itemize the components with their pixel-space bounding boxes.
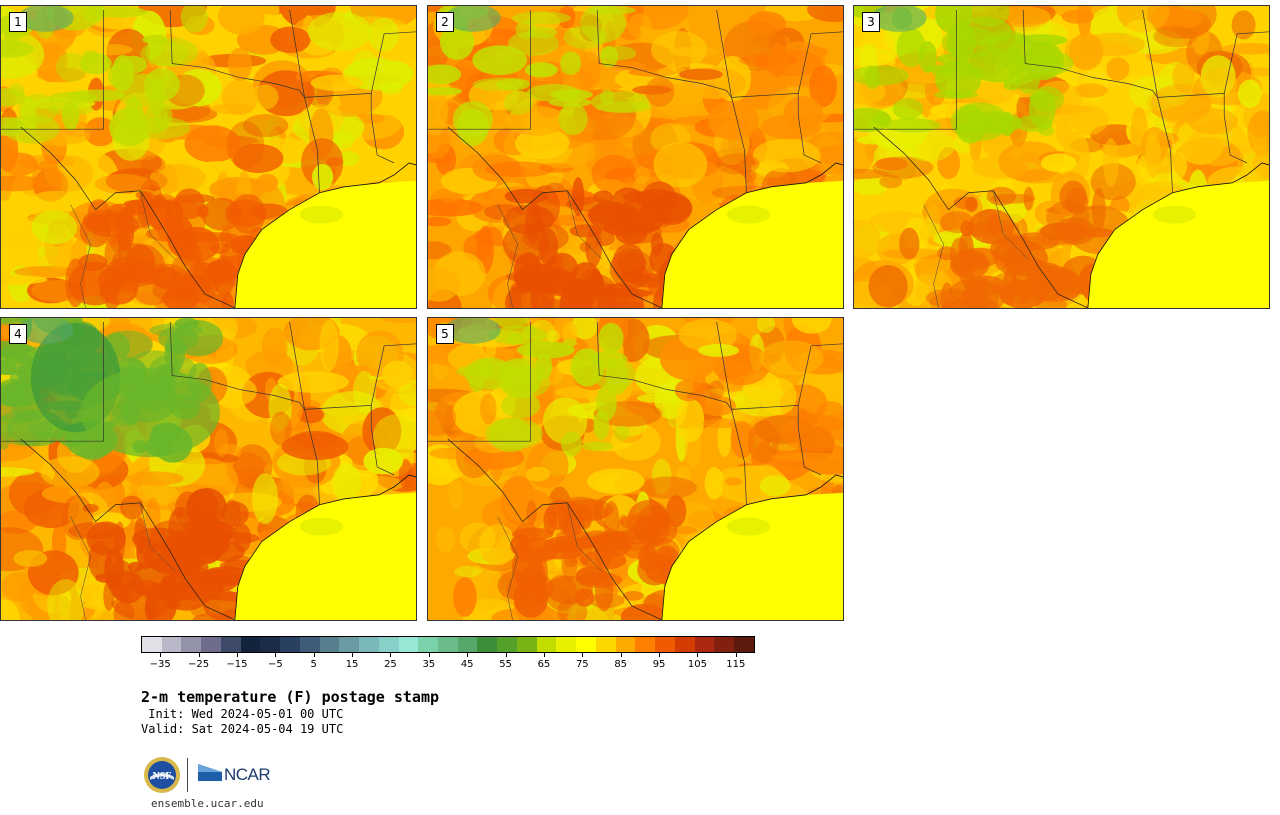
colorbar-tick-label: 35 [422,659,436,670]
product-title: 2-m temperature (F) postage stamp [141,688,440,706]
colorbar-swatch [595,637,616,652]
colorbar-swatch [280,637,300,652]
colorbar-tick [313,653,315,657]
colorbar-swatch [299,637,320,652]
colorbar-tick [428,653,430,657]
colorbar-tick [543,653,545,657]
colorbar-tick [236,653,238,657]
colorbar-swatch [615,637,636,652]
ensemble-member-panel-1[interactable]: 1 [0,5,417,309]
colorbar-swatch [181,637,202,652]
website-link[interactable]: ensemble.ucar.edu [151,797,264,810]
colorbar-tick-label: 85 [614,659,628,670]
colorbar-swatch [339,637,360,652]
temperature-colorbar [141,636,755,653]
colorbar-tick-label: 45 [460,659,474,670]
ncar-mark-icon [198,764,222,781]
colorbar-tick-label: −5 [267,659,283,670]
panel-label: 4 [9,324,27,344]
temperature-map [1,6,416,308]
colorbar-swatch [398,637,419,652]
colorbar-swatch [477,637,498,652]
colorbar-swatch [240,637,261,652]
colorbar-swatch [260,637,281,652]
colorbar-swatch [319,637,340,652]
colorbar-swatch [220,637,241,652]
panel-label: 2 [436,12,454,32]
ensemble-member-panel-2[interactable]: 2 [427,5,844,309]
colorbar-swatch [674,637,695,652]
colorbar-tick [390,653,392,657]
valid-time: Valid: Sat 2024-05-04 19 UTC [141,722,344,736]
colorbar-tick [505,653,507,657]
colorbar-tick [582,653,584,657]
ensemble-member-panel-3[interactable]: 3 [853,5,1270,309]
colorbar-swatch [201,637,221,652]
colorbar-swatch [457,637,478,652]
colorbar-tick [198,653,200,657]
colorbar-tick-label: 115 [726,659,746,670]
colorbar-swatch [142,637,162,652]
colorbar-swatch [418,637,439,652]
colorbar-tick-label: 75 [575,659,589,670]
colorbar-tick [697,653,699,657]
nsf-logo-icon: NSF [144,757,180,793]
colorbar-tick-label: 5 [310,659,317,670]
colorbar-tick-label: 15 [345,659,359,670]
colorbar-swatch [378,637,399,652]
colorbar-swatch [516,637,537,652]
colorbar-tick [352,653,354,657]
ensemble-member-panel-5[interactable]: 5 [427,317,844,621]
colorbar-tick-label: −25 [188,659,210,670]
colorbar-tick [620,653,622,657]
colorbar-tick-label: 25 [384,659,397,670]
colorbar-tick-label: 95 [652,659,666,670]
colorbar-ticks: −35 −25 −15 −5 5 15 25 35 45 55 65 75 85 95 105 115 [141,653,755,673]
temperature-map [428,6,843,308]
sponsor-logos: NSF NCAR [143,756,278,796]
colorbar-swatch [734,637,754,652]
panel-label: 1 [9,12,27,32]
init-time: Init: Wed 2024-05-01 00 UTC [141,707,344,721]
colorbar-swatch [576,637,596,652]
colorbar-swatch [161,637,182,652]
colorbar-tick [735,653,737,657]
temperature-map [1,318,416,620]
colorbar-tick-label: 105 [687,659,707,670]
colorbar-tick [160,653,162,657]
colorbar-swatch [438,637,458,652]
temperature-map [854,6,1269,308]
colorbar-tick-label: 55 [499,659,512,670]
logo-divider [187,758,188,792]
svg-text:NSF: NSF [153,771,172,782]
colorbar-swatch [635,637,656,652]
temperature-map [428,318,843,620]
panel-label: 5 [436,324,454,344]
colorbar-tick [659,653,661,657]
colorbar-tick [467,653,469,657]
colorbar-swatch [655,637,675,652]
panel-label: 3 [862,12,880,32]
colorbar-swatch [694,637,715,652]
colorbar-tick [275,653,277,657]
colorbar-tick-label: 65 [537,659,551,670]
colorbar-swatch [536,637,557,652]
ensemble-member-panel-4[interactable]: 4 [0,317,417,621]
ncar-logo-text: NCAR [224,765,271,784]
colorbar-tick-label: −35 [149,659,171,670]
colorbar-swatch [359,637,379,652]
colorbar-swatch [497,637,517,652]
colorbar-swatch [556,637,577,652]
colorbar-swatch [714,637,735,652]
colorbar-tick-label: −15 [226,659,248,670]
